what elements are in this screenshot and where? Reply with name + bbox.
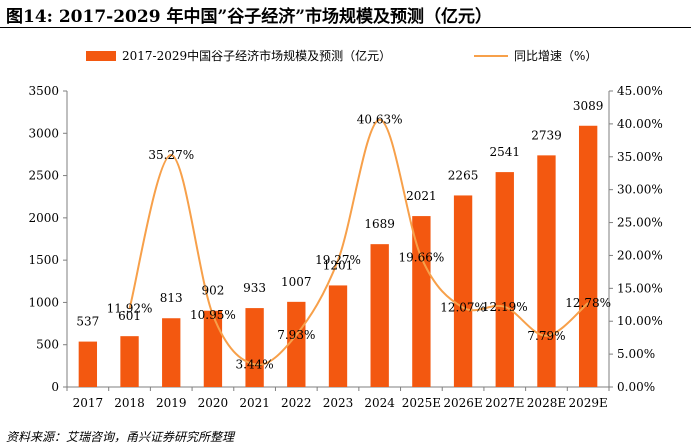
bar [412, 216, 431, 387]
bar-value-label: 933 [243, 281, 266, 295]
line-value-label: 7.79% [527, 329, 565, 343]
figure-title: 图14: 2017-2029 年中国”谷子经济”市场规模及预测（亿元） [6, 7, 493, 27]
bar-value-label: 2541 [489, 145, 520, 159]
title-divider [0, 27, 691, 28]
line-value-label: 7.93% [277, 328, 315, 342]
y-tick-label-left: 1000 [28, 295, 59, 309]
line-value-label: 10.95% [190, 308, 236, 322]
x-tick-label: 2029E [568, 396, 607, 410]
bar [370, 244, 389, 387]
bar [287, 301, 306, 387]
line-value-label: 11.92% [107, 302, 153, 316]
legend-label-bar: 2017-2029中国谷子经济市场规模及预测（亿元） [122, 48, 391, 63]
bar-value-label: 813 [160, 291, 183, 305]
bar-value-label: 1689 [364, 217, 395, 231]
bar [453, 195, 473, 387]
line-value-label: 19.27% [315, 253, 361, 267]
y-tick-label-left: 2000 [28, 211, 59, 225]
x-tick-label: 2018 [114, 396, 145, 410]
bar-value-label: 1201 [323, 258, 354, 272]
bar-value-label: 902 [201, 284, 224, 298]
bar-value-label: 2021 [406, 189, 437, 203]
y-tick-label-left: 3500 [28, 84, 59, 98]
y-tick-label-left: 2500 [28, 169, 59, 183]
y-tick-label-left: 1500 [28, 253, 59, 267]
x-tick-label: 2022 [281, 396, 312, 410]
y-tick-label-right: 30.00% [617, 183, 663, 197]
bar-value-label: 3089 [573, 99, 604, 113]
y-tick-label-left: 0 [51, 380, 59, 394]
line-value-label: 40.63% [357, 113, 403, 127]
bar-value-label: 1007 [281, 275, 312, 289]
y-tick-label-right: 20.00% [617, 248, 663, 262]
y-tick-label-left: 3000 [28, 126, 59, 140]
bar-value-label: 2265 [448, 168, 479, 182]
line-value-label: 35.27% [148, 148, 194, 162]
x-tick-label: 2028E [527, 396, 566, 410]
y-tick-label-right: 5.00% [617, 347, 655, 361]
bar [495, 172, 514, 387]
line-value-label: 12.78% [565, 296, 611, 310]
bar [162, 318, 181, 387]
y-tick-label-right: 45.00% [617, 84, 663, 98]
bar [120, 336, 139, 387]
bar-value-label: 537 [76, 315, 99, 329]
y-tick-label-right: 35.00% [617, 150, 663, 164]
bar [328, 285, 348, 387]
bar-value-label: 2739 [531, 128, 562, 142]
bar [245, 308, 264, 387]
legend-label-line: 同比增速（%） [514, 49, 597, 63]
x-tick-label: 2017 [73, 396, 104, 410]
legend-swatch-bar [86, 51, 116, 61]
x-tick-label: 2026E [443, 396, 482, 410]
x-tick-label: 2023 [323, 396, 354, 410]
line-value-label: 12.19% [482, 300, 528, 314]
line-value-label: 3.44% [236, 357, 274, 371]
x-tick-label: 2025E [402, 396, 441, 410]
line-value-label: 19.66% [399, 251, 445, 265]
x-tick-label: 2019 [156, 396, 187, 410]
y-tick-label-right: 40.00% [617, 117, 663, 131]
growth-line [128, 118, 589, 366]
bar [537, 155, 556, 387]
x-tick-label: 2024 [364, 396, 395, 410]
x-tick-label: 2020 [198, 396, 229, 410]
bar-value-label: 601 [118, 309, 141, 323]
x-tick-label: 2027E [485, 396, 524, 410]
source-note: 资料来源：艾瑞咨询，甬兴证券研究所整理 [6, 430, 235, 444]
bar [203, 310, 223, 387]
line-value-label: 12.07% [440, 301, 486, 315]
y-tick-label-right: 0.00% [617, 380, 655, 394]
y-tick-label-left: 500 [36, 338, 59, 352]
bar [78, 341, 98, 387]
y-tick-label-right: 15.00% [617, 281, 663, 295]
x-tick-label: 2021 [239, 396, 270, 410]
bar [578, 125, 598, 388]
y-tick-label-right: 25.00% [617, 216, 663, 230]
y-tick-label-right: 10.00% [617, 314, 663, 328]
